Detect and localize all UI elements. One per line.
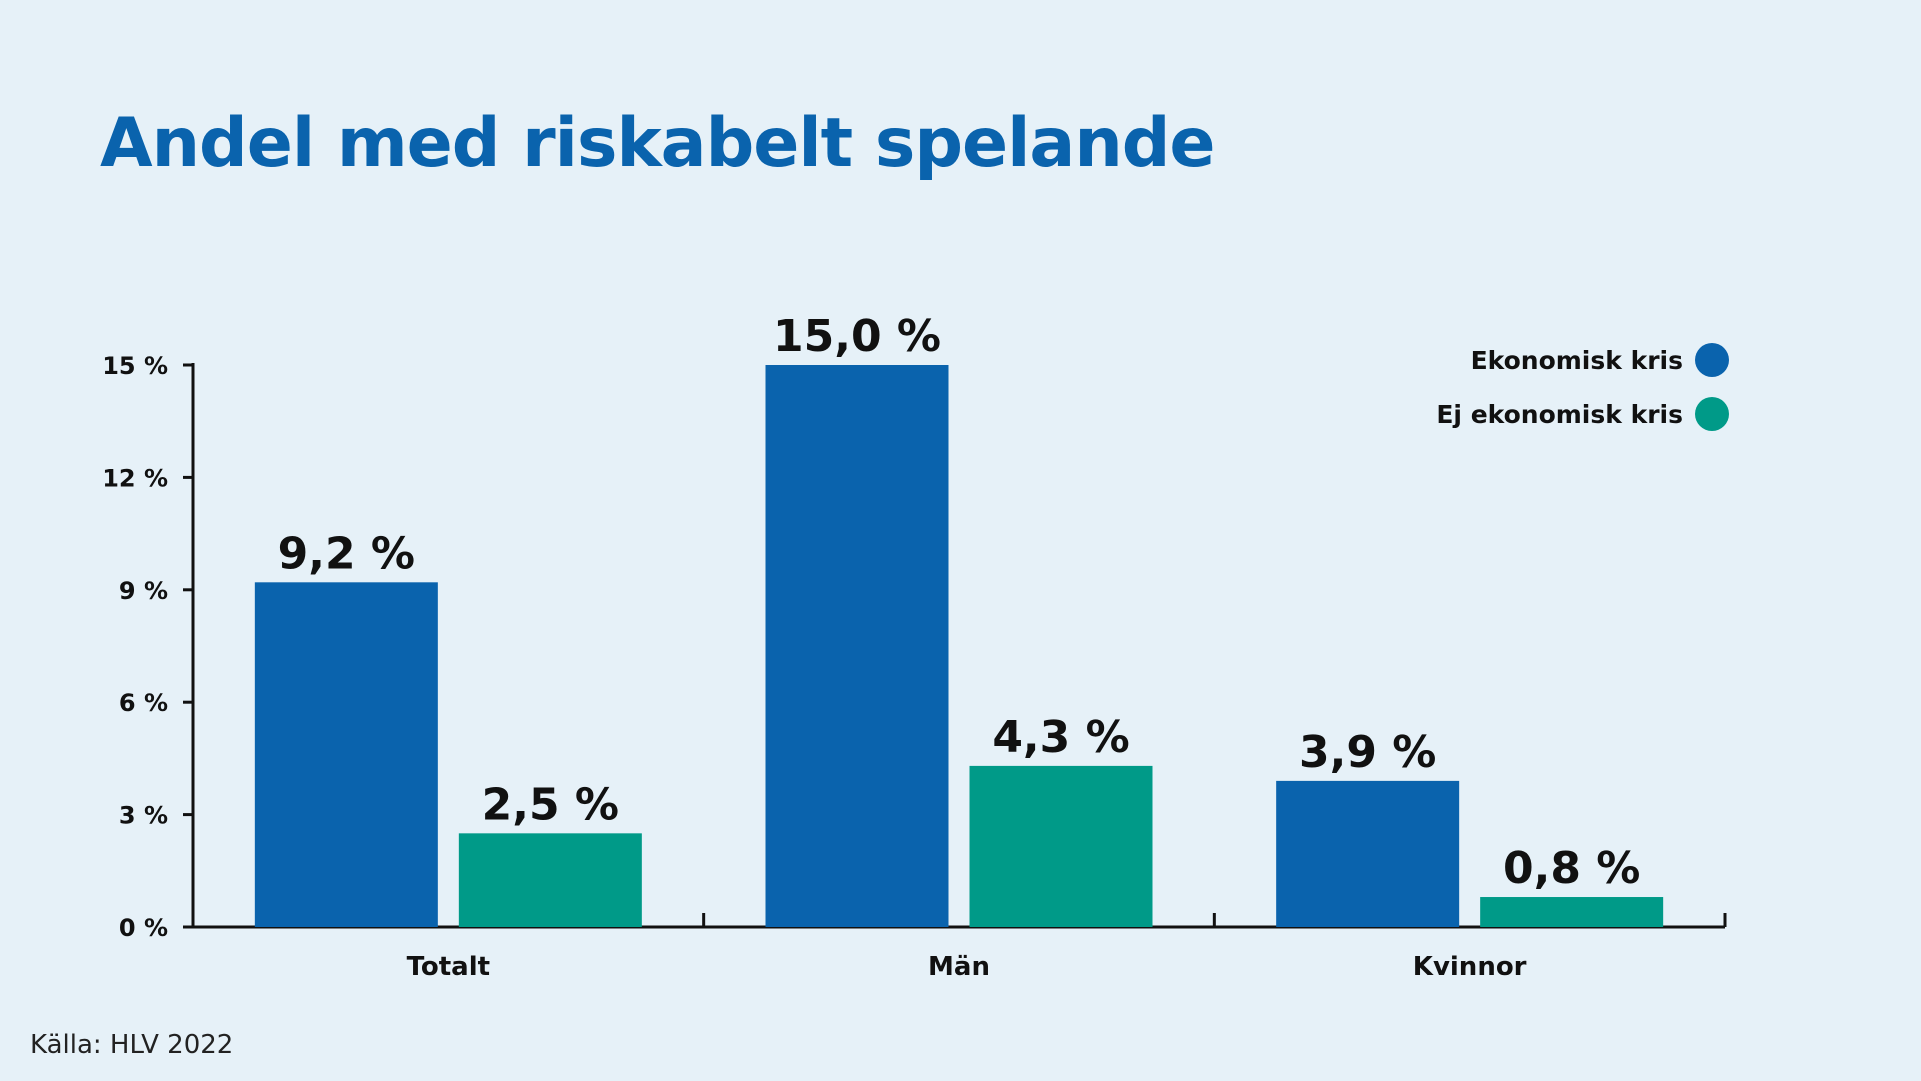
x-tick-label: Män (928, 952, 990, 982)
data-label: 0,8 % (1503, 843, 1640, 894)
y-tick-label: 6 % (119, 689, 168, 717)
source-note: Källa: HLV 2022 (30, 1030, 234, 1060)
y-tick-label: 15 % (102, 352, 168, 380)
data-label: 4,3 % (992, 712, 1129, 763)
y-tick-label: 3 % (119, 802, 168, 830)
data-label: 9,2 % (278, 528, 415, 579)
legend-marker (1695, 343, 1729, 377)
legend-label: Ej ekonomisk kris (1436, 400, 1683, 429)
legend-label: Ekonomisk kris (1471, 346, 1683, 375)
bar (1480, 897, 1664, 927)
data-label: 2,5 % (482, 779, 619, 830)
x-tick-label: Totalt (407, 952, 490, 982)
y-tick-label: 0 % (119, 914, 168, 942)
bar (765, 365, 949, 927)
data-label: 3,9 % (1299, 727, 1436, 778)
legend-marker (1695, 397, 1729, 431)
x-tick-label: Kvinnor (1413, 952, 1527, 982)
bar (1276, 780, 1460, 927)
y-tick-label: 12 % (102, 464, 168, 492)
data-label: 15,0 % (773, 311, 941, 362)
page-title: Andel med riskabelt spelande (100, 104, 1216, 183)
y-tick-label: 9 % (119, 577, 168, 605)
bar (458, 833, 642, 927)
bar (969, 765, 1153, 927)
bar (254, 582, 438, 927)
